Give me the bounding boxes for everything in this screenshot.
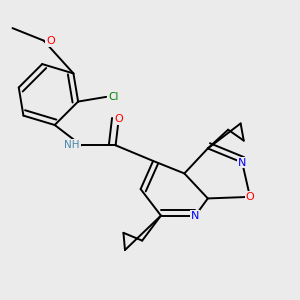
Text: O: O <box>114 114 123 124</box>
Text: N: N <box>191 211 200 220</box>
Text: O: O <box>46 36 55 46</box>
Text: Cl: Cl <box>108 92 118 102</box>
Text: O: O <box>246 192 254 202</box>
Text: N: N <box>238 158 246 167</box>
Text: NH: NH <box>64 140 80 150</box>
